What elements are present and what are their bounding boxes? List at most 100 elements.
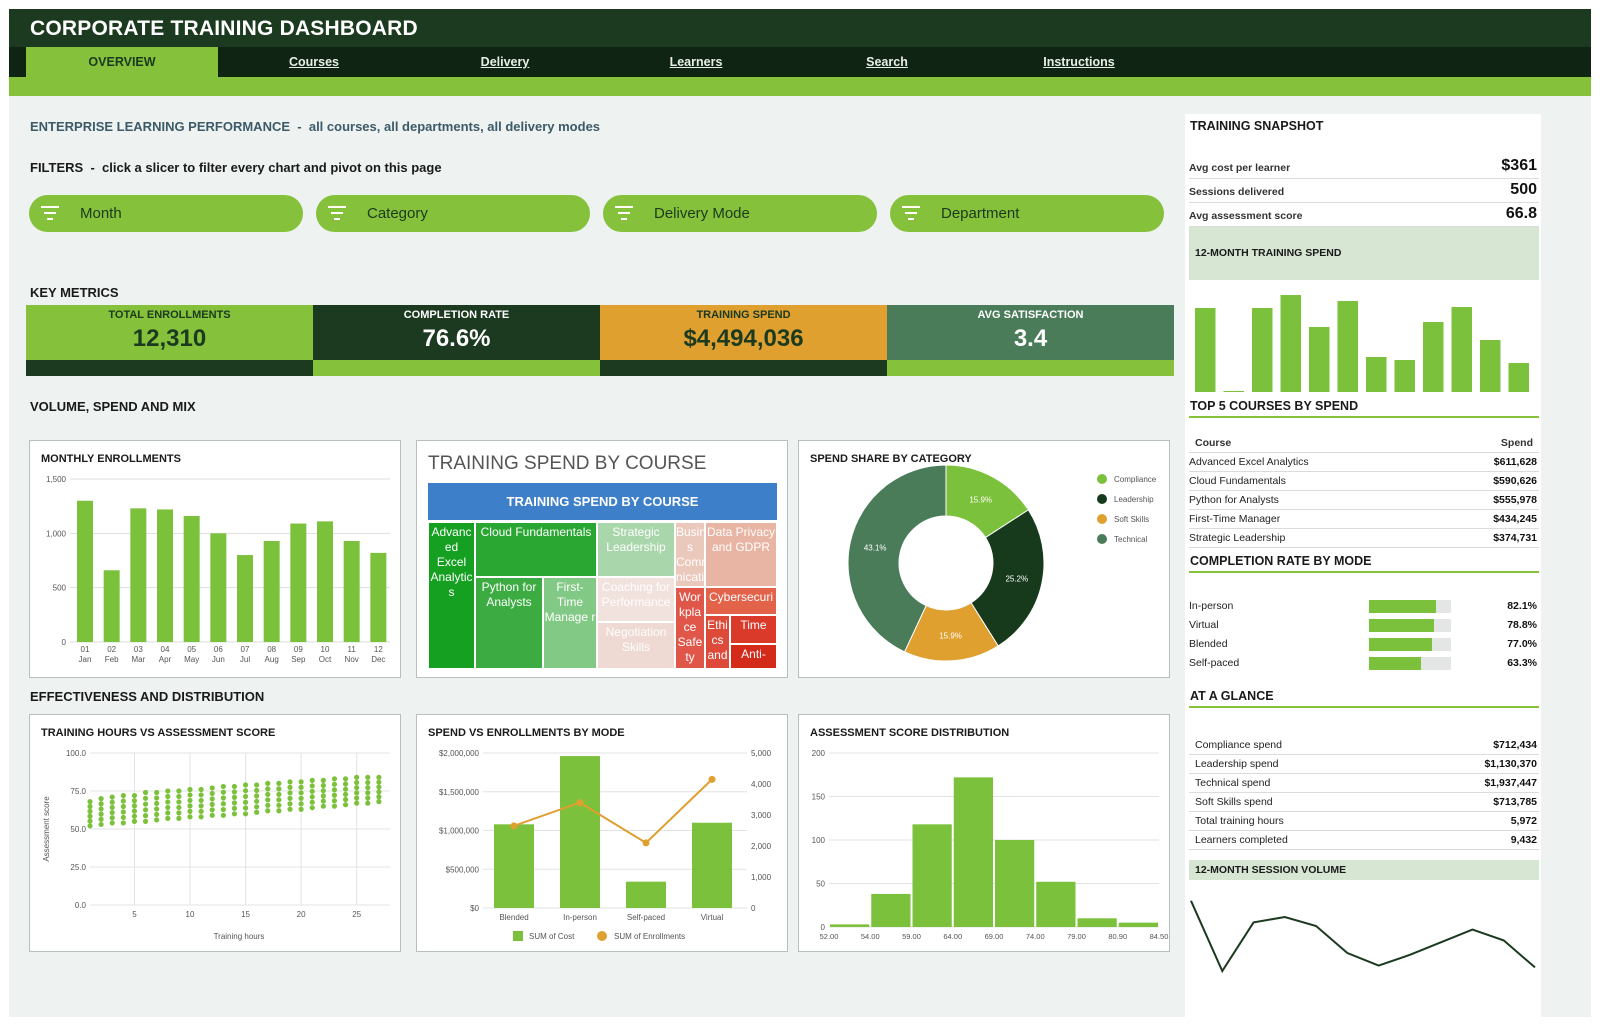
spark-bar — [1366, 357, 1387, 392]
y2-tick-label: 0 — [751, 904, 756, 913]
course-spend: $590,626 — [1493, 475, 1537, 487]
y-tick-label: $0 — [470, 904, 479, 913]
scatter-point — [298, 779, 304, 785]
dashboard-sheet: CORPORATE TRAINING DASHBOARD OVERVIEW Co… — [9, 9, 1591, 1017]
snapshot-value: 66.8 — [1505, 205, 1537, 222]
slicer-delivery-mode[interactable]: Delivery Mode — [603, 195, 877, 232]
scatter-point — [142, 813, 149, 819]
treemap-cell[interactable]: First- Time Manage r — [543, 577, 597, 669]
x-tick-label: 79.00 — [1067, 932, 1086, 941]
kpi-label: AVG SATISFACTION — [977, 309, 1084, 321]
x-tick-label: 02 — [107, 645, 116, 654]
completion-title: COMPLETION RATE BY MODE — [1190, 554, 1372, 568]
treemap-cell[interactable]: Data Privacy and GDPR — [705, 522, 777, 587]
spark-bar — [1337, 301, 1358, 392]
scatter-point — [120, 792, 126, 799]
tab-courses[interactable]: Courses — [288, 55, 340, 69]
x-tick-label: 59.00 — [902, 932, 921, 941]
x-tick-label: 15 — [241, 910, 250, 919]
y2-tick-label: 3,000 — [751, 811, 772, 820]
mode-rate: 82.1% — [1507, 600, 1537, 612]
hours-vs-score-card: 0.0 25.0 50.0 75.0 100.0 5 10 15 20 25 Training ho… — [29, 714, 401, 952]
treemap-card: TRAINING SPEND BY COURSE TRAINING SPEND … — [416, 440, 788, 678]
y-tick-label: 50.0 — [70, 825, 86, 834]
scatter-point — [176, 804, 182, 811]
page-subtitle: ENTERPRISE LEARNING PERFORMANCE - all co… — [30, 119, 600, 134]
scatter-point — [176, 793, 182, 800]
scatter-point — [354, 779, 360, 786]
slicer-department[interactable]: Department — [890, 195, 1164, 232]
treemap-cell[interactable]: Cybersecuri — [705, 587, 777, 615]
treemap-cell[interactable]: Negotiation Skills — [597, 622, 675, 669]
scatter-point — [254, 804, 260, 810]
tab-delivery[interactable]: Delivery — [480, 55, 530, 69]
y-tick-label: 0.0 — [75, 901, 87, 910]
y2-tick-label: 4,000 — [751, 780, 772, 789]
kpi-label: TOTAL ENROLLMENTS — [108, 309, 231, 321]
tab-learners[interactable]: Learners — [669, 55, 723, 69]
scatter-point — [265, 797, 271, 803]
course-spend: $555,978 — [1493, 494, 1537, 506]
treemap-cell[interactable]: Busines s Commu nication — [675, 522, 705, 587]
x-tick-label: Nov — [345, 655, 359, 664]
treemap-cell[interactable]: Python for Analysts — [475, 577, 543, 669]
scatter-point — [220, 801, 226, 807]
mode-rate: 63.3% — [1507, 657, 1537, 669]
y-tick-label: $1,500,000 — [439, 788, 480, 797]
treemap-cell[interactable]: Anti- — [730, 644, 777, 669]
bar — [130, 508, 147, 642]
mode-rate: 77.0% — [1507, 638, 1537, 650]
scatter-point — [354, 790, 360, 796]
treemap-cell[interactable]: Advanc ed Excel Analytic s — [428, 522, 475, 669]
treemap-cell[interactable]: Cloud Fundamentals — [475, 522, 597, 577]
x-tick-label: 10 — [186, 910, 195, 919]
divider — [1189, 571, 1539, 573]
scatter-point — [342, 781, 349, 787]
scatter-point — [209, 790, 215, 797]
line-point — [510, 822, 518, 830]
scatter-point — [265, 780, 271, 786]
scatter-point — [287, 801, 293, 807]
scatter-point — [154, 789, 160, 796]
divider — [1189, 416, 1539, 418]
scatter-point — [176, 788, 182, 794]
kpi-tile: AVG SATISFACTION 3.4 — [887, 305, 1174, 376]
treemap-header: TRAINING SPEND BY COURSE — [428, 483, 777, 520]
scatter-point — [276, 797, 282, 803]
treemap-cell[interactable]: Strategic Leadership — [597, 522, 675, 577]
course-name: First-Time Manager — [1189, 513, 1281, 525]
completion-row: In-person 82.1% — [1189, 597, 1539, 616]
kpi-tile: TOTAL ENROLLMENTS 12,310 — [26, 305, 313, 376]
table-row: Learners completed 9,432 — [1189, 831, 1539, 850]
tab-search[interactable]: Search — [866, 55, 908, 69]
x-tick-label: 52.00 — [820, 932, 839, 941]
tab-overview[interactable]: OVERVIEW — [26, 47, 218, 77]
x-tick-label: 05 — [187, 645, 196, 654]
tab-instructions[interactable]: Instructions — [1043, 55, 1115, 69]
y-axis-label: Assessment score — [42, 796, 51, 862]
scatter-point — [220, 783, 226, 790]
scatter-point — [87, 818, 93, 824]
section-effectiveness-heading: EFFECTIVENESS AND DISTRIBUTION — [30, 689, 265, 704]
spend-share-card: 15.9% 25.2% 15.9% 43.1% Compliance Leadership… — [798, 440, 1170, 678]
mode-name: Virtual — [1189, 619, 1219, 631]
course-name: Python for Analysts — [1189, 494, 1279, 506]
scatter-point — [320, 793, 326, 799]
scatter-point — [376, 774, 382, 780]
scatter-point — [98, 821, 104, 828]
treemap-cell[interactable]: Ethi cs and — [705, 615, 730, 669]
treemap-cell[interactable]: Wor kpla ce Safe ty — [675, 587, 705, 669]
treemap-cell[interactable]: Time — [730, 615, 777, 644]
scatter-point — [209, 801, 215, 807]
treemap-cell[interactable]: Coaching for Performance — [597, 577, 675, 622]
progress-fill — [1369, 657, 1421, 670]
scatter-point — [365, 800, 371, 806]
slicer-month[interactable]: Month — [29, 195, 303, 232]
glance-label: Total training hours — [1195, 815, 1284, 827]
slicer-category[interactable]: Category — [316, 195, 590, 232]
scatter-point — [198, 792, 204, 798]
top5-header-spend: Spend — [1500, 437, 1533, 449]
y-tick-label: 100 — [812, 836, 826, 845]
scatter-point — [209, 812, 215, 818]
scatter-point — [109, 809, 115, 816]
